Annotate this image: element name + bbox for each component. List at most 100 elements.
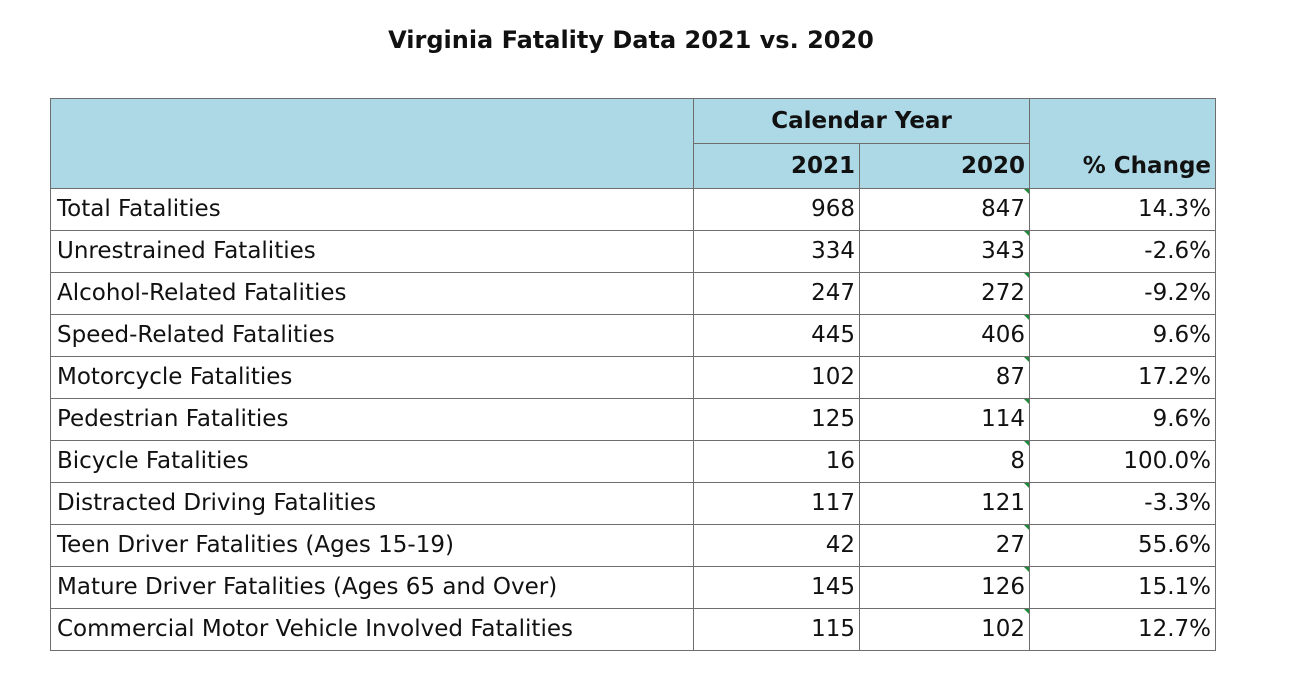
percent-change-text: 12.7% xyxy=(1137,616,1212,642)
row-label-text: Teen Driver Fatalities (Ages 15-19) xyxy=(57,532,454,558)
value-2020-text: 847 xyxy=(981,196,1026,222)
value-2020: 847 xyxy=(858,188,1031,231)
cell-comment-marker-icon xyxy=(1023,315,1029,321)
value-2021-text: 115 xyxy=(811,616,855,642)
percent-change: 15.1% xyxy=(1029,566,1217,609)
percent-change: 17.2% xyxy=(1029,356,1217,399)
value-2021-text: 968 xyxy=(811,196,855,222)
value-2021-text: 145 xyxy=(811,574,855,600)
percent-change-text: -2.6% xyxy=(1144,238,1212,264)
percent-change: -9.2% xyxy=(1029,272,1217,315)
row-label: Distracted Driving Fatalities xyxy=(50,482,694,525)
value-2020-text: 114 xyxy=(981,406,1026,432)
cell-comment-marker-icon xyxy=(1023,609,1029,615)
percent-change: 14.3% xyxy=(1029,188,1217,231)
percent-change: 9.6% xyxy=(1029,398,1217,441)
percent-change: 100.0% xyxy=(1029,440,1217,483)
percent-change-text: 9.6% xyxy=(1152,406,1212,432)
header-blank-cell xyxy=(50,98,694,189)
value-2020: 272 xyxy=(858,272,1031,315)
value-2021: 115 xyxy=(693,608,860,651)
percent-change-text: 17.2% xyxy=(1137,364,1212,390)
percent-change-text: 9.6% xyxy=(1152,322,1212,348)
header-percent-change: % Change xyxy=(1029,98,1217,189)
value-2020: 121 xyxy=(858,482,1031,525)
row-label-text: Speed-Related Fatalities xyxy=(57,322,335,348)
row-label: Bicycle Fatalities xyxy=(50,440,694,483)
value-2021-text: 247 xyxy=(811,280,855,306)
value-2020-text: 121 xyxy=(981,490,1026,516)
table-row: Commercial Motor Vehicle Involved Fatali… xyxy=(50,608,1217,651)
value-2020-text: 126 xyxy=(981,574,1026,600)
value-2021: 102 xyxy=(693,356,860,399)
value-2020: 126 xyxy=(858,566,1031,609)
table-row: Bicycle Fatalities 16 8 100.0% xyxy=(50,440,1217,483)
table-row: Mature Driver Fatalities (Ages 65 and Ov… xyxy=(50,566,1217,609)
table-row: Speed-Related Fatalities 445 406 9.6% xyxy=(50,314,1217,357)
value-2020-text: 272 xyxy=(981,280,1026,306)
percent-change: 9.6% xyxy=(1029,314,1217,357)
percent-change-text: -3.3% xyxy=(1144,490,1212,516)
cell-comment-marker-icon xyxy=(1023,441,1029,447)
cell-comment-marker-icon xyxy=(1023,525,1029,531)
row-label-text: Mature Driver Fatalities (Ages 65 and Ov… xyxy=(57,574,558,600)
row-label: Commercial Motor Vehicle Involved Fatali… xyxy=(50,608,694,651)
percent-change-text: 55.6% xyxy=(1137,532,1212,558)
row-label-text: Total Fatalities xyxy=(57,196,221,222)
value-2020-text: 406 xyxy=(981,322,1026,348)
value-2021-text: 117 xyxy=(811,490,855,516)
row-label-text: Commercial Motor Vehicle Involved Fatali… xyxy=(57,616,573,642)
table-body: Total Fatalities 968 847 14.3% Unrestrained … xyxy=(50,188,1217,651)
fatality-table: Calendar Year % Change 2021 2020 Total F… xyxy=(50,98,1217,651)
value-2020-text: 87 xyxy=(995,364,1026,390)
row-label: Mature Driver Fatalities (Ages 65 and Ov… xyxy=(50,566,694,609)
value-2020: 8 xyxy=(858,440,1031,483)
table-row: Pedestrian Fatalities 125 114 9.6% xyxy=(50,398,1217,441)
value-2021: 117 xyxy=(693,482,860,525)
value-2021: 16 xyxy=(693,440,860,483)
value-2021: 445 xyxy=(693,314,860,357)
row-label: Teen Driver Fatalities (Ages 15-19) xyxy=(50,524,694,567)
row-label: Pedestrian Fatalities xyxy=(50,398,694,441)
value-2020-text: 27 xyxy=(995,532,1026,558)
value-2021-text: 42 xyxy=(825,532,855,558)
value-2021-text: 16 xyxy=(825,448,855,474)
value-2021-text: 445 xyxy=(811,322,855,348)
cell-comment-marker-icon xyxy=(1023,273,1029,279)
value-2021: 125 xyxy=(693,398,860,441)
table-row: Teen Driver Fatalities (Ages 15-19) 42 27 5… xyxy=(50,524,1217,567)
value-2020: 406 xyxy=(858,314,1031,357)
table-row: Distracted Driving Fatalities 117 121 -3.3% xyxy=(50,482,1217,525)
cell-comment-marker-icon xyxy=(1023,399,1029,405)
percent-change-text: 100.0% xyxy=(1123,448,1212,474)
header-2021: 2021 xyxy=(693,143,860,189)
percent-change: -2.6% xyxy=(1029,230,1217,273)
header-2020: 2020 xyxy=(858,143,1031,189)
cell-comment-marker-icon xyxy=(1023,357,1029,363)
row-label: Motorcycle Fatalities xyxy=(50,356,694,399)
table-row: Unrestrained Fatalities 334 343 -2.6% xyxy=(50,230,1217,273)
header-calendar-year: Calendar Year xyxy=(692,98,1031,144)
value-2021: 334 xyxy=(693,230,860,273)
table-row: Motorcycle Fatalities 102 87 17.2% xyxy=(50,356,1217,399)
row-label-text: Bicycle Fatalities xyxy=(57,448,249,474)
percent-change: 55.6% xyxy=(1029,524,1217,567)
row-label-text: Alcohol-Related Fatalities xyxy=(57,280,347,306)
row-label-text: Pedestrian Fatalities xyxy=(57,406,289,432)
cell-comment-marker-icon xyxy=(1023,483,1029,489)
percent-change-text: 15.1% xyxy=(1137,574,1212,600)
value-2020-text: 8 xyxy=(1010,448,1026,474)
value-2021: 145 xyxy=(693,566,860,609)
row-label: Alcohol-Related Fatalities xyxy=(50,272,694,315)
percent-change: 12.7% xyxy=(1029,608,1217,651)
value-2020-text: 102 xyxy=(981,616,1026,642)
value-2020: 102 xyxy=(858,608,1031,651)
table-header: Calendar Year % Change 2021 2020 xyxy=(50,98,1217,189)
row-label-text: Motorcycle Fatalities xyxy=(57,364,293,390)
cell-comment-marker-icon xyxy=(1023,189,1029,195)
cell-comment-marker-icon xyxy=(1023,231,1029,237)
cell-comment-marker-icon xyxy=(1023,567,1029,573)
row-label: Speed-Related Fatalities xyxy=(50,314,694,357)
value-2020: 343 xyxy=(858,230,1031,273)
row-label: Total Fatalities xyxy=(50,188,694,231)
